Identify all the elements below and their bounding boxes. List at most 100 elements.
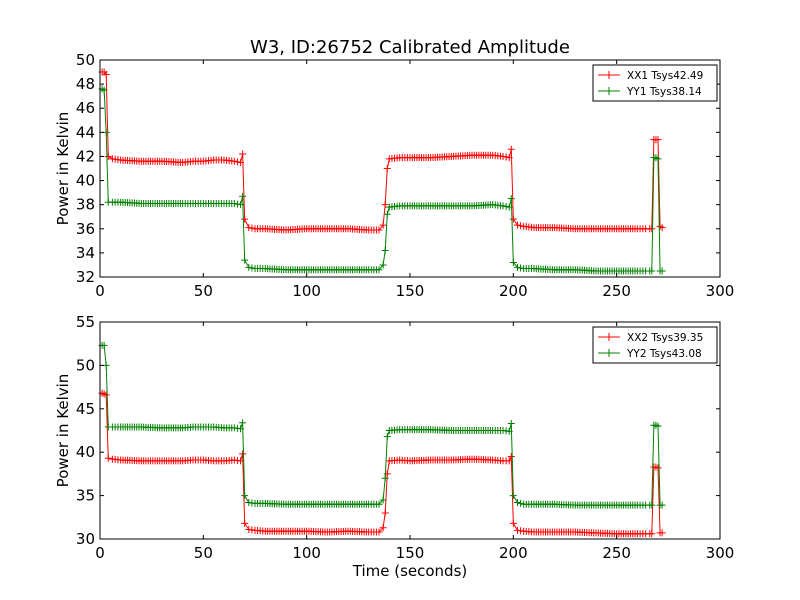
data-point-0-1-15 (239, 192, 247, 200)
data-point-0-0-37 (505, 154, 513, 162)
y-tick-label: 36 (76, 220, 95, 238)
data-point-1-0-2 (102, 391, 110, 399)
data-point-0-1-55 (658, 267, 666, 275)
data-point-0-0-25 (375, 226, 383, 234)
data-point-1-0-15 (239, 450, 247, 458)
data-point-1-1-25 (375, 500, 383, 508)
legend (592, 326, 718, 364)
x-tick-label: 100 (292, 282, 321, 300)
data-point-1-1-50 (648, 501, 656, 509)
x-tick-label: 150 (396, 544, 425, 562)
data-point-1-1-28 (383, 433, 391, 441)
data-point-1-0-14 (237, 457, 245, 465)
data-point-0-1-38 (507, 195, 515, 203)
data-point-1-0-55 (658, 529, 666, 537)
y-tick-label: 42 (76, 147, 95, 165)
x-tick-label: 50 (194, 282, 213, 300)
data-point-1-1-27 (381, 474, 389, 482)
x-tick-label: 250 (602, 544, 631, 562)
chart-panel-bottom: 0 50 100 150 200 250 300 30 35 40 45 50 55 Power in K… (54, 313, 734, 580)
data-point-0-0-26 (379, 221, 387, 229)
marker-0-0 (502, 153, 510, 161)
data-point-0-0-36 (499, 152, 507, 160)
series-line-1-1 (102, 344, 663, 506)
legend-marker (605, 349, 613, 357)
y-tick-label: 45 (76, 400, 95, 418)
data-point-1-0-16 (241, 519, 249, 527)
marker-0-1 (248, 264, 256, 272)
y-tick-label: 55 (76, 313, 95, 331)
data-point-1-0-26 (379, 524, 387, 532)
data-point-0-1-27 (381, 246, 389, 254)
series-line-0-1 (101, 88, 663, 272)
data-point-0-0-14 (237, 158, 245, 166)
data-point-0-0-40 (513, 221, 521, 229)
marker-1-1 (517, 499, 525, 507)
data-point-0-0-13 (230, 157, 238, 165)
legend-marker (605, 87, 613, 95)
y-tick-label: 44 (76, 123, 95, 141)
y-tick-label: 35 (76, 487, 95, 505)
y-tick-label: 46 (76, 99, 95, 117)
data-point-0-1-26 (379, 261, 387, 269)
y-tick-label: 50 (76, 51, 95, 69)
data-point-1-1-16 (241, 492, 249, 500)
data-point-1-1-26 (379, 496, 387, 504)
data-point-1-0-25 (375, 528, 383, 536)
data-point-1-1-38 (507, 420, 515, 428)
data-point-0-1-40 (513, 263, 521, 271)
x-tick-label: 300 (706, 282, 735, 300)
x-tick-label: 200 (499, 282, 528, 300)
y-axis-label: Power in Kelvin (54, 374, 72, 488)
data-point-1-0-27 (381, 509, 389, 517)
x-tick-label: 0 (95, 282, 105, 300)
legend-marker (605, 333, 613, 341)
marker-0-1 (233, 200, 241, 208)
legend-label: XX2 Tsys39.35 (627, 332, 703, 344)
data-point-0-1-13 (230, 199, 238, 207)
x-tick-label: 100 (292, 544, 321, 562)
data-point-1-0-53 (654, 464, 662, 472)
x-tick-label: 200 (499, 544, 528, 562)
data-point-1-0-37 (505, 457, 513, 465)
data-point-1-1-37 (505, 427, 513, 435)
marker-0-0 (517, 222, 525, 230)
x-tick-label: 150 (396, 282, 425, 300)
y-tick-label: 40 (76, 172, 95, 190)
marker-0-0 (233, 158, 241, 166)
data-point-0-1-53 (654, 155, 662, 163)
y-tick-label: 32 (76, 268, 95, 286)
data-point-1-0-39 (509, 519, 517, 527)
data-point-0-0-28 (383, 165, 391, 172)
data-point-1-1-40 (513, 499, 521, 507)
legend-label: YY2 Tsys43.08 (626, 348, 702, 360)
figure-title: W3, ID:26752 Calibrated Amplitude (250, 37, 570, 58)
data-point-0-1-37 (505, 203, 513, 211)
data-point-0-0-53 (654, 136, 662, 144)
legend (592, 64, 718, 102)
legend-label: YY1 Tsys38.14 (626, 86, 702, 98)
data-point-0-0-39 (509, 215, 517, 223)
y-tick-label: 34 (76, 244, 95, 262)
data-point-0-0-50 (648, 225, 656, 233)
legend-label: XX1 Tsys42.49 (627, 70, 703, 82)
data-point-1-0-38 (507, 453, 515, 461)
data-point-0-1-14 (237, 201, 245, 209)
x-tick-label: 250 (602, 282, 631, 300)
data-point-0-1-1 (100, 86, 108, 94)
series-line-0-0 (102, 71, 663, 231)
x-tick-label: 300 (706, 544, 735, 562)
data-point-1-1-39 (509, 492, 517, 500)
data-point-0-0-2 (102, 70, 110, 78)
data-point-1-1-15 (239, 419, 247, 427)
data-point-1-1-14 (237, 425, 245, 433)
x-tick-label: 0 (95, 544, 105, 562)
data-point-0-0-27 (381, 201, 389, 209)
data-point-1-1-1 (100, 341, 108, 349)
data-point-0-0-38 (507, 145, 515, 153)
data-point-0-1-28 (383, 210, 391, 218)
data-point-1-0-50 (648, 530, 656, 538)
data-point-0-0-16 (241, 215, 249, 223)
marker-0-0 (248, 224, 256, 232)
